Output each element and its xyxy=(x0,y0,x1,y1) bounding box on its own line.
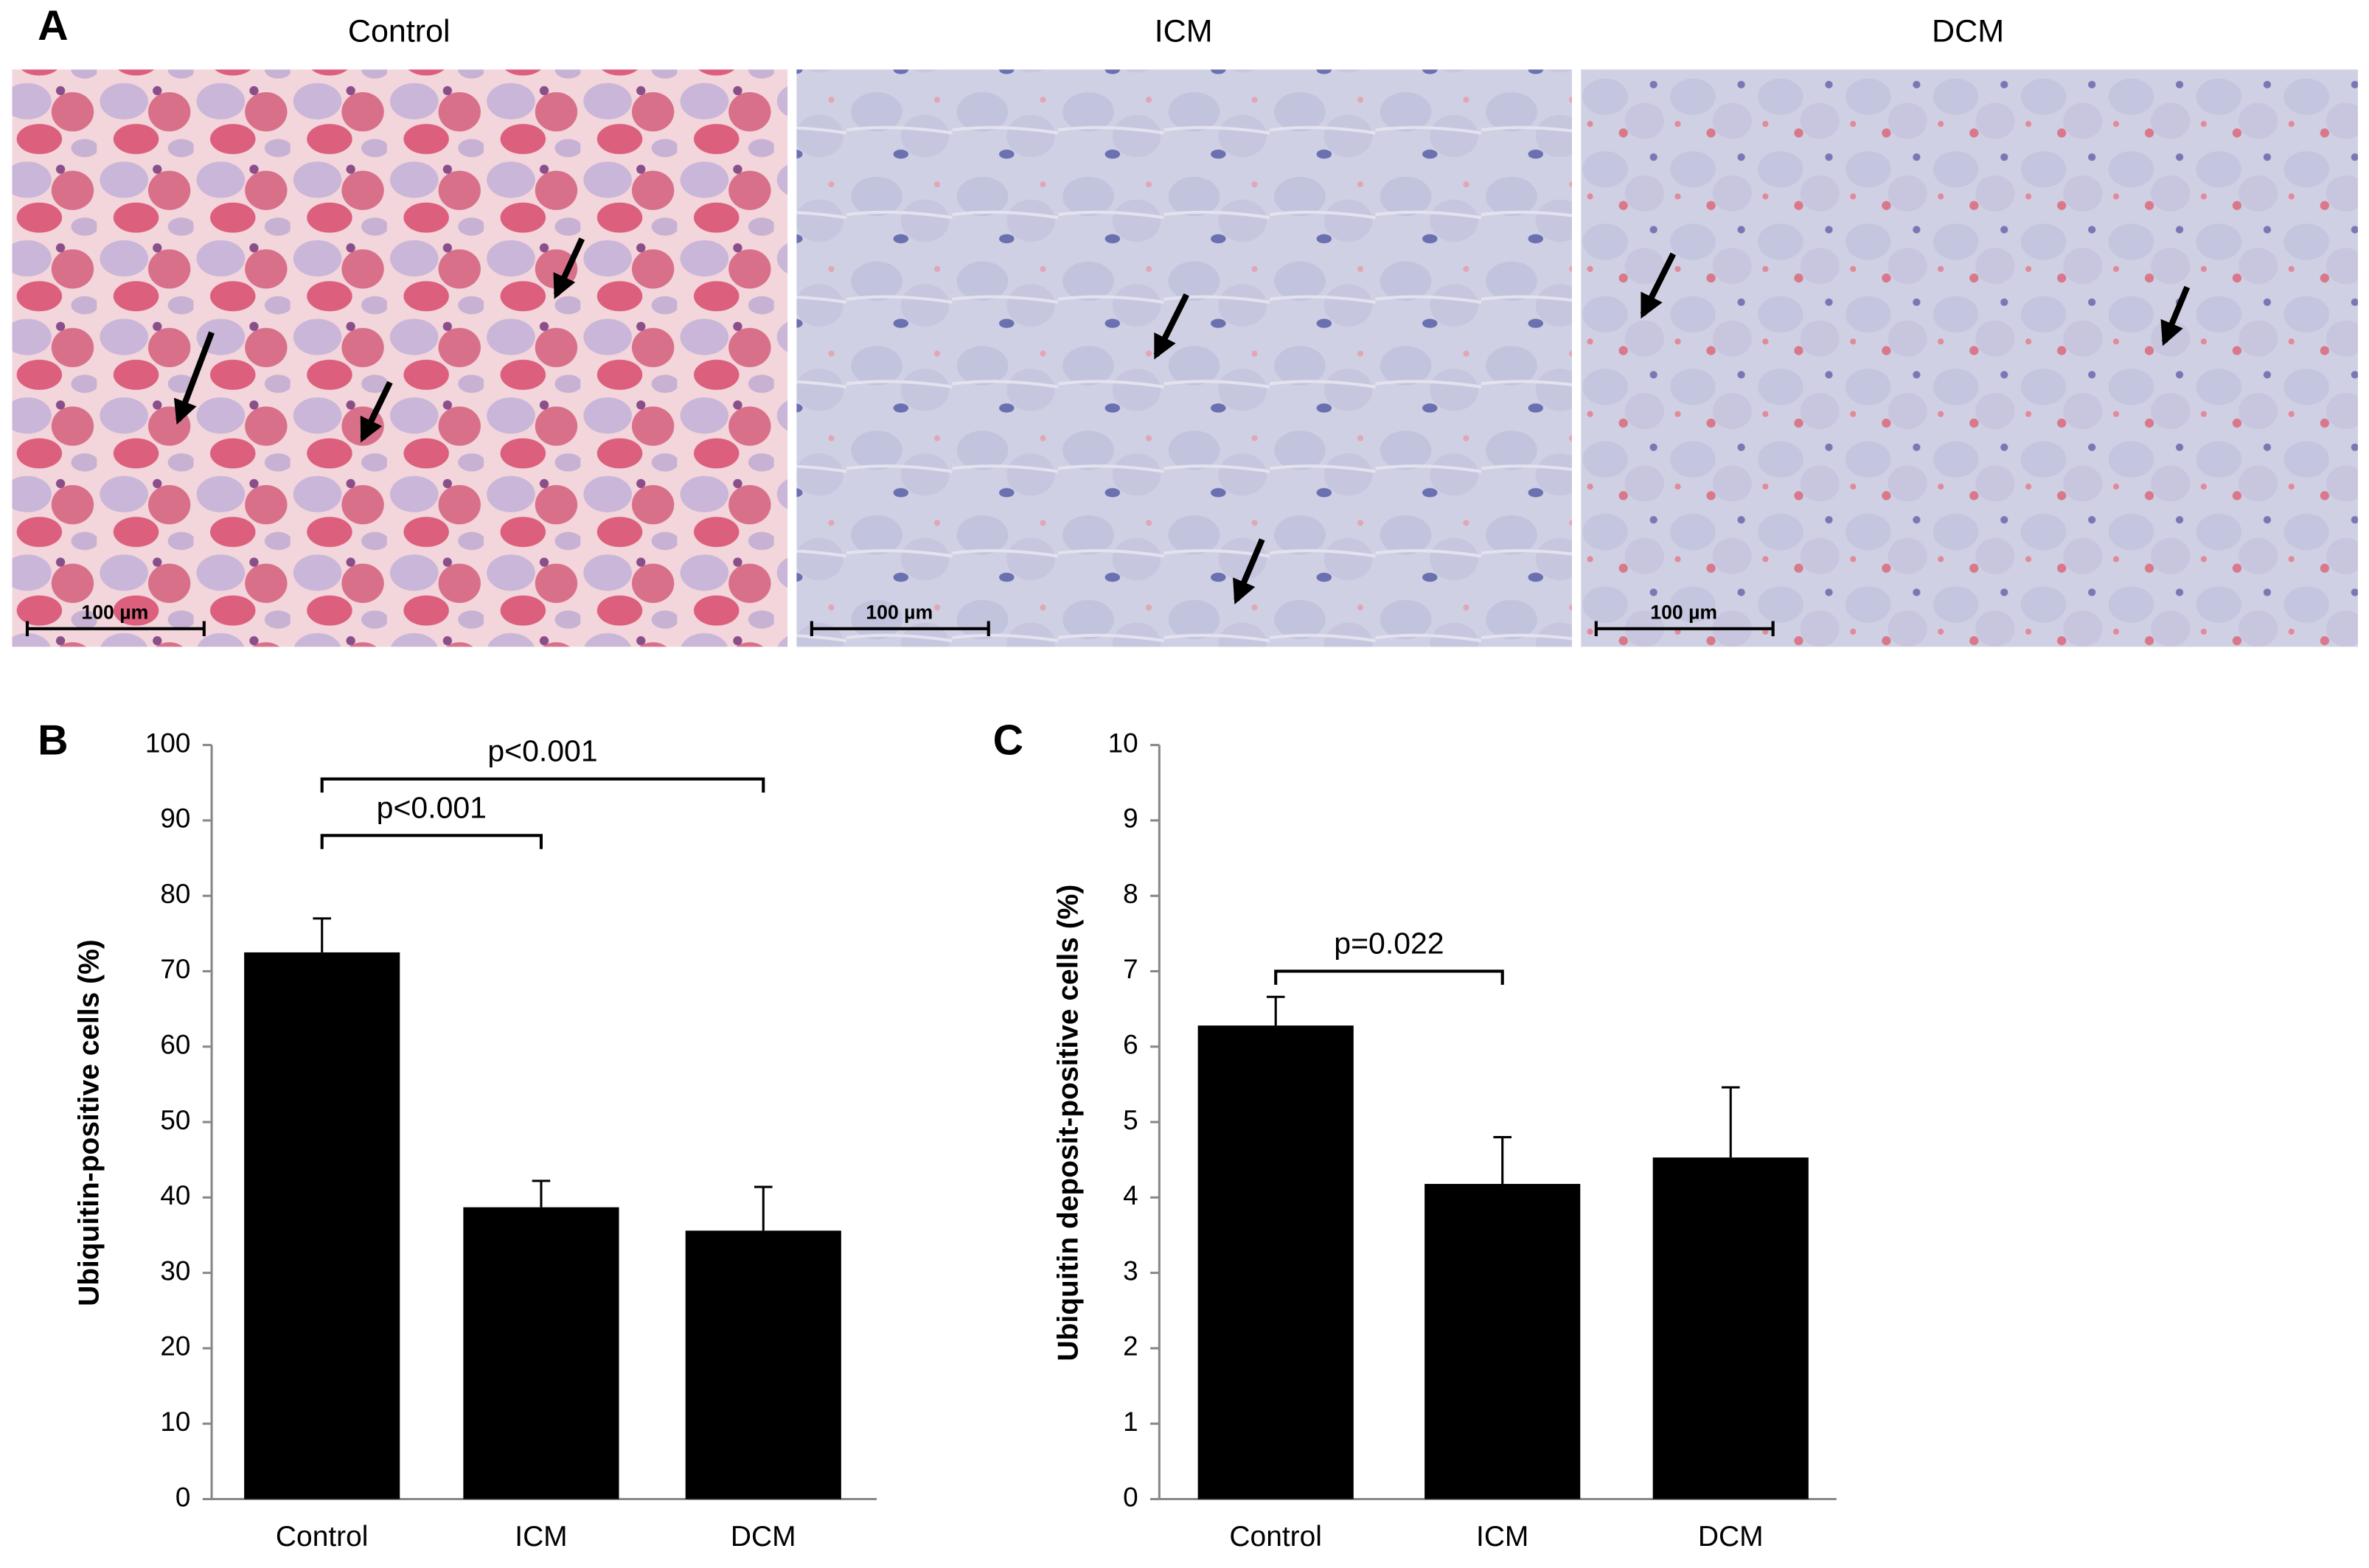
y-tick-label: 0 xyxy=(175,1482,191,1512)
arrow xyxy=(360,380,393,443)
y-tick-label: 8 xyxy=(1123,879,1138,909)
y-tick-label: 9 xyxy=(1123,804,1138,834)
arrow xyxy=(1153,293,1189,360)
bar xyxy=(1197,1025,1354,1499)
significance-label: p<0.001 xyxy=(377,790,487,824)
y-tick-label: 7 xyxy=(1123,954,1138,984)
significance-label: p<0.001 xyxy=(487,734,597,768)
y-tick-label: 60 xyxy=(160,1030,190,1060)
arrow xyxy=(173,331,215,425)
y-tick-label: 10 xyxy=(1108,728,1138,758)
y-tick-label: 10 xyxy=(160,1407,190,1437)
x-tick-label: ICM xyxy=(1476,1521,1528,1553)
y-tick-label: 50 xyxy=(160,1105,190,1135)
arrow xyxy=(553,237,585,299)
y-axis-label: Ubiquitin-positive cells (%) xyxy=(73,939,105,1306)
image-title: ICM xyxy=(1155,13,1213,49)
scale-bar-label: 100 µm xyxy=(866,601,933,623)
bar xyxy=(1424,1183,1581,1499)
y-tick-label: 80 xyxy=(160,879,190,909)
y-tick-label: 40 xyxy=(160,1180,190,1210)
y-tick-label: 90 xyxy=(160,804,190,834)
y-tick-label: 1 xyxy=(1123,1407,1138,1437)
y-tick-label: 70 xyxy=(160,954,190,984)
micrograph xyxy=(12,69,788,647)
image-title: DCM xyxy=(1932,13,2004,49)
panel-label: B xyxy=(38,717,68,764)
micrograph xyxy=(1581,69,2358,647)
significance-bracket xyxy=(320,834,543,849)
bar xyxy=(685,1230,841,1499)
arrow xyxy=(1640,252,1677,319)
x-tick-label: Control xyxy=(276,1521,369,1553)
bar xyxy=(463,1207,619,1499)
arrows xyxy=(173,237,2191,604)
x-tick-label: ICM xyxy=(515,1521,567,1553)
y-tick-label: 5 xyxy=(1123,1105,1138,1135)
micrograph xyxy=(796,69,1572,647)
x-tick-label: DCM xyxy=(731,1521,796,1553)
scale-bar-label: 100 µm xyxy=(1650,601,1717,623)
y-tick-label: 2 xyxy=(1123,1331,1138,1362)
panel-label: A xyxy=(38,2,68,49)
scale-bar-label: 100 µm xyxy=(81,601,148,623)
x-tick-label: DCM xyxy=(1698,1521,1764,1553)
y-tick-label: 4 xyxy=(1123,1180,1138,1210)
bar xyxy=(1652,1157,1809,1499)
image-title: Control xyxy=(348,13,451,49)
arrow xyxy=(2160,285,2191,346)
y-tick-label: 0 xyxy=(1123,1482,1138,1512)
panel-label: C xyxy=(993,717,1023,764)
y-tick-label: 3 xyxy=(1123,1255,1138,1286)
y-tick-label: 30 xyxy=(160,1255,190,1286)
bar xyxy=(244,952,400,1499)
significance-bracket xyxy=(1274,969,1504,985)
y-axis-label: Ubiquitin deposit-positive cells (%) xyxy=(1053,885,1085,1362)
y-tick-label: 6 xyxy=(1123,1030,1138,1060)
significance-bracket xyxy=(320,777,765,793)
y-tick-label: 20 xyxy=(160,1331,190,1362)
x-tick-label: Control xyxy=(1229,1521,1322,1553)
significance-label: p=0.022 xyxy=(1334,926,1444,960)
y-tick-label: 100 xyxy=(145,728,191,758)
arrow xyxy=(1233,538,1265,604)
